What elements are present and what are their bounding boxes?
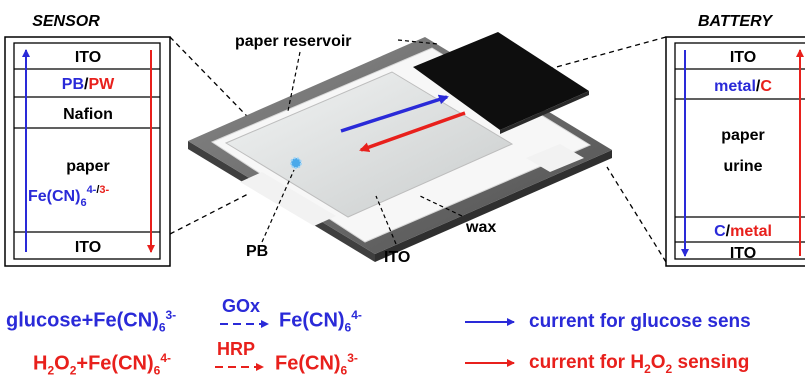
- device-blue-current-arrow: [340, 94, 449, 133]
- battery-c-metal: C/metal: [714, 223, 772, 240]
- eq1-lhs: glucose+Fe(CN): [6, 309, 159, 332]
- eq2-o-sub: 2: [69, 363, 77, 378]
- sensor-paper: paper: [66, 158, 110, 175]
- legend-h2o2-pre: current for H: [529, 352, 645, 373]
- sensor-fecn-sup-b: 3-: [99, 184, 109, 196]
- label-wax: wax: [465, 219, 496, 236]
- legend-glucose-current: current for glucose sens: [529, 311, 751, 332]
- eq2-lhs-sub: 6: [153, 363, 161, 378]
- device-illustration: paper reservoir PB ITO wax: [169, 32, 667, 266]
- leader-ito: [375, 195, 397, 245]
- sensor-slash: /: [84, 76, 89, 93]
- sensor-fecn-sup-sep: /: [96, 184, 99, 196]
- eq2-rhs-sup: 3-: [347, 351, 358, 365]
- eq2-h: H: [33, 352, 48, 375]
- sensor-fecn-base: Fe(CN): [28, 188, 80, 205]
- eq1-rhs-sup: 4-: [351, 308, 362, 322]
- device-contact-slot: [526, 144, 584, 172]
- device-battery-electrode-edge: [500, 91, 589, 134]
- battery-c-label: C: [760, 78, 772, 95]
- sensor-ito-top: ITO: [75, 49, 101, 66]
- battery-metal-c: metal/C: [714, 78, 772, 95]
- eq2-enzyme: HRP: [217, 339, 256, 359]
- device-red-current-arrow: [359, 111, 466, 153]
- sensor-pw-label: PW: [88, 76, 115, 93]
- leader-paper-reservoir-1: [287, 51, 301, 112]
- eq2-lhs-sup: 4-: [160, 351, 171, 365]
- sensor-stack: SENSOR ITO PB/PW Nafion paper Fe(CN)64-/…: [4, 13, 171, 267]
- battery-ito-bottom: ITO: [730, 245, 756, 262]
- battery-c2-label: C: [714, 223, 726, 240]
- eq1-rhs-sub: 6: [344, 320, 352, 335]
- legend-h2o2-post: sensing: [672, 352, 750, 373]
- eq2-plus: +Fe(CN): [76, 352, 154, 375]
- device-contact-slot: [240, 172, 336, 226]
- battery-slash: /: [756, 78, 761, 95]
- eq1-enzyme: GOx: [222, 296, 261, 316]
- connector-sensor-bottom: [169, 193, 249, 235]
- battery-ito-top: ITO: [730, 49, 756, 66]
- battery-urine: urine: [723, 158, 762, 175]
- eq2-h-sub: 2: [47, 363, 55, 378]
- eq1-rhs: Fe(CN): [279, 309, 345, 332]
- battery-inner-box: [674, 42, 805, 260]
- sensor-pb-label: PB: [62, 76, 84, 93]
- eq2-rhs: Fe(CN): [275, 352, 341, 375]
- label-ito: ITO: [384, 249, 410, 266]
- label-paper-reservoir: paper reservoir: [235, 33, 352, 50]
- battery-metal-label: metal: [714, 78, 756, 95]
- leader-pb: [261, 169, 295, 243]
- equation-glucose: glucose+Fe(CN)63-: [6, 308, 176, 335]
- eq2-o: O: [54, 352, 70, 375]
- device-pb-spot: [290, 157, 302, 169]
- equation-h2o2: H2O2+Fe(CN)64-: [33, 351, 171, 378]
- sensor-title: SENSOR: [32, 13, 100, 30]
- legend-h2o2-current: current for H2O2 sensing: [529, 352, 749, 376]
- connector-battery-bottom: [606, 166, 667, 263]
- eq1-lhs-sup: 3-: [165, 308, 177, 322]
- device-battery-electrode: [413, 32, 589, 130]
- battery-paper: paper: [721, 127, 765, 144]
- legend-h2o2-sub2: 2: [665, 361, 673, 376]
- battery-slash-2: /: [726, 223, 731, 240]
- sensor-nafion: Nafion: [63, 106, 113, 123]
- battery-metal2-label: metal: [730, 223, 772, 240]
- legend-h2o2-mid: O: [650, 352, 666, 373]
- leader-wax: [419, 195, 463, 217]
- sensor-ito-bottom: ITO: [75, 239, 101, 256]
- sensor-pb-pw: PB/PW: [62, 76, 115, 93]
- sensor-fecn-sub: 6: [80, 197, 86, 209]
- legend-h2o2-sub1: 2: [644, 361, 651, 376]
- sensor-fecn-sup-a: 4-: [87, 184, 97, 196]
- label-pb: PB: [246, 243, 268, 260]
- eq1-lhs-sub: 6: [158, 320, 166, 335]
- eq2-rhs-sub: 6: [340, 363, 348, 378]
- sensor-ferricyanide: Fe(CN)64-/3-: [28, 184, 110, 209]
- eq2-rhs-wrap: Fe(CN)63-: [275, 351, 358, 378]
- device-base-side-right: [375, 150, 612, 262]
- battery-title: BATTERY: [698, 13, 773, 30]
- sensor-inner-box: [13, 42, 161, 260]
- battery-stack: BATTERY ITO metal/C paper urine C/metal …: [665, 13, 805, 267]
- eq1-rhs-wrap: Fe(CN)64-: [279, 308, 362, 335]
